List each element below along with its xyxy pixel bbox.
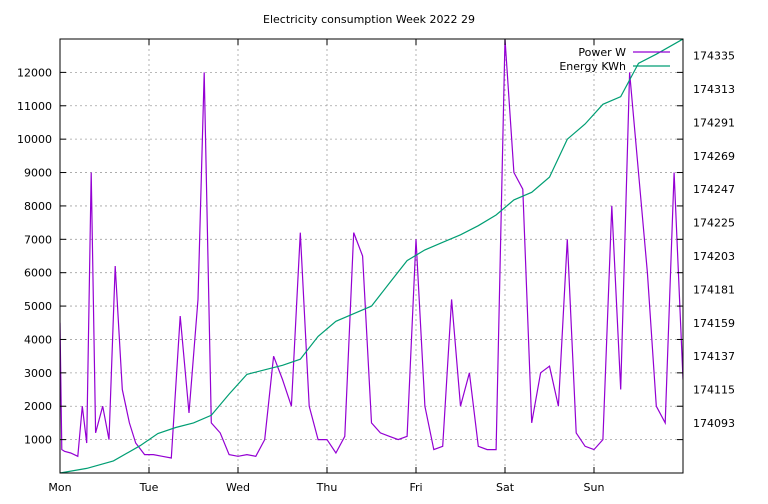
y2-tick-label: 174291 bbox=[693, 116, 735, 129]
legend-label: Energy KWh bbox=[559, 60, 626, 73]
x-tick-label: Tue bbox=[139, 481, 159, 494]
y-tick-label: 12000 bbox=[17, 66, 52, 79]
x-tick-label: Fri bbox=[409, 481, 422, 494]
y-tick-label: 5000 bbox=[24, 300, 52, 313]
plot-frame bbox=[59, 38, 684, 474]
y2-tick-label: 174313 bbox=[693, 83, 735, 96]
y2-tick-label: 174225 bbox=[693, 217, 735, 230]
series-layer bbox=[60, 39, 683, 473]
series-line-energy bbox=[60, 39, 683, 473]
ticks: 1000 2000 3000 4000 5000 6000 7000 8000 9000 1000… bbox=[17, 39, 735, 494]
y2-tick-label: 174115 bbox=[693, 384, 735, 397]
grid bbox=[60, 39, 683, 473]
y-tick-label: 3000 bbox=[24, 367, 52, 380]
y2-tick-label: 174181 bbox=[693, 283, 735, 296]
y-tick-label: 7000 bbox=[24, 233, 52, 246]
y-tick-label: 2000 bbox=[24, 400, 52, 413]
y-tick-label: 10000 bbox=[17, 133, 52, 146]
y2-tick-label: 174159 bbox=[693, 317, 735, 330]
y2-tick-label: 174137 bbox=[693, 350, 735, 363]
y-tick-label: 1000 bbox=[24, 434, 52, 447]
y2-tick-label: 174269 bbox=[693, 150, 735, 163]
y2-tick-label: 174203 bbox=[693, 250, 735, 263]
y-tick-label: 4000 bbox=[24, 333, 52, 346]
x-tick-label: Sun bbox=[584, 481, 605, 494]
x-tick-label: Mon bbox=[48, 481, 71, 494]
y2-tick-label: 174335 bbox=[693, 50, 735, 63]
y2-tick-label: 174247 bbox=[693, 183, 735, 196]
y-tick-label: 8000 bbox=[24, 200, 52, 213]
x-tick-label: Sat bbox=[496, 481, 515, 494]
x-tick-label: Thu bbox=[316, 481, 338, 494]
y-tick-label: 11000 bbox=[17, 100, 52, 113]
y2-tick-label: 174093 bbox=[693, 417, 735, 430]
x-tick-label: Wed bbox=[226, 481, 250, 494]
legend-label: Power W bbox=[578, 46, 626, 59]
y-tick-label: 6000 bbox=[24, 267, 52, 280]
chart-title: Electricity consumption Week 2022 29 bbox=[263, 13, 475, 26]
y-tick-label: 9000 bbox=[24, 167, 52, 180]
series-line-power bbox=[60, 39, 683, 459]
